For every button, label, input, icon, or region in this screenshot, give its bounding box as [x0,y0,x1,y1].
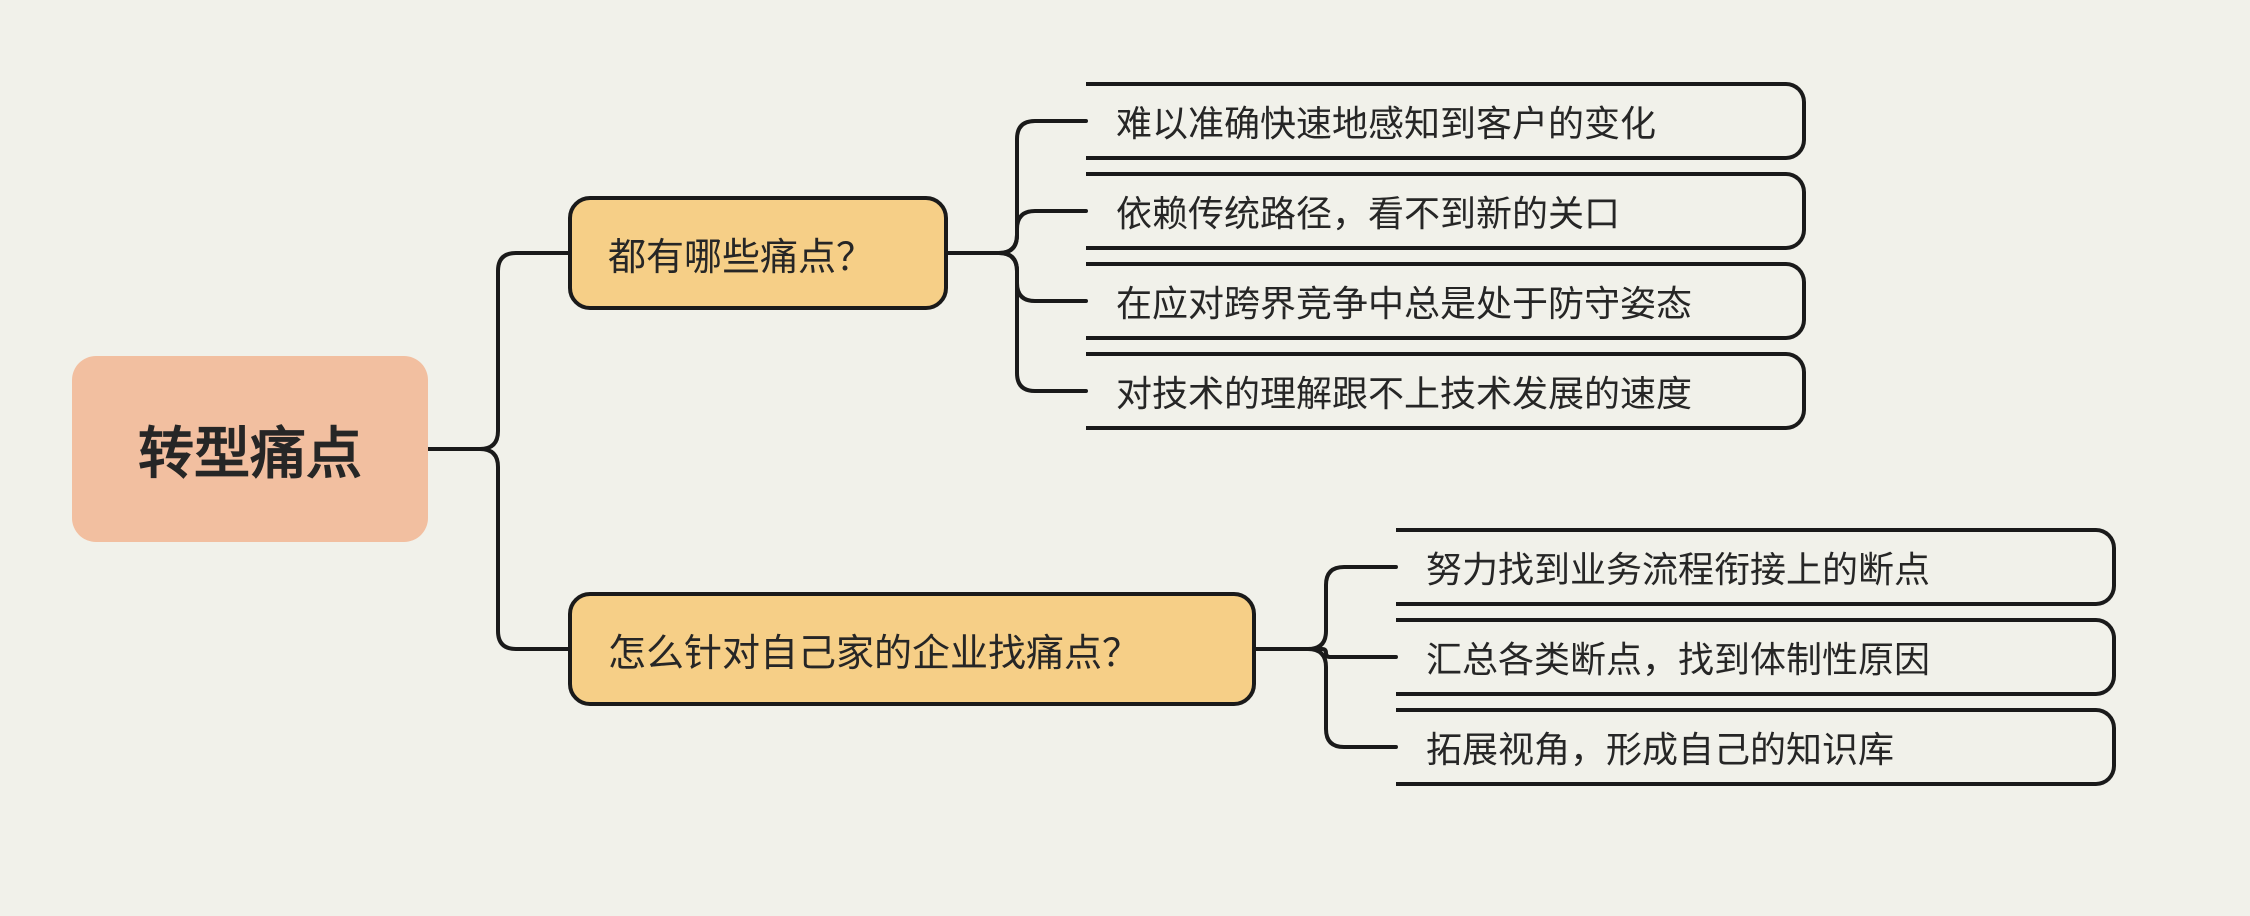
branch-node-0: 都有哪些痛点？ [568,196,948,310]
branch-node-0-label: 都有哪些痛点？ [608,226,874,281]
leaf-node-0-2-label: 在应对跨界竞争中总是处于防守姿态 [1116,275,1692,327]
leaf-node-1-1-label: 汇总各类断点，找到体制性原因 [1426,631,1930,683]
branch-node-1-label: 怎么针对自己家的企业找痛点？ [608,622,1140,677]
leaf-node-0-0: 难以准确快速地感知到客户的变化 [1086,82,1806,160]
leaf-node-0-1-label: 依赖传统路径，看不到新的关口 [1116,185,1620,237]
mindmap-canvas: 转型痛点 都有哪些痛点？ 难以准确快速地感知到客户的变化依赖传统路径，看不到新的关口… [0,0,2250,916]
leaf-node-1-1: 汇总各类断点，找到体制性原因 [1396,618,2116,696]
root-node-label: 转型痛点 [138,409,362,490]
leaf-node-0-0-label: 难以准确快速地感知到客户的变化 [1116,95,1656,147]
leaf-node-0-3-label: 对技术的理解跟不上技术发展的速度 [1116,365,1692,417]
leaf-node-1-0: 努力找到业务流程衔接上的断点 [1396,528,2116,606]
leaf-node-0-3: 对技术的理解跟不上技术发展的速度 [1086,352,1806,430]
leaf-node-0-1: 依赖传统路径，看不到新的关口 [1086,172,1806,250]
leaf-node-1-2-label: 拓展视角，形成自己的知识库 [1426,721,1894,773]
root-node: 转型痛点 [72,356,428,542]
branch-node-1: 怎么针对自己家的企业找痛点？ [568,592,1256,706]
leaf-node-1-0-label: 努力找到业务流程衔接上的断点 [1426,541,1930,593]
leaf-node-1-2: 拓展视角，形成自己的知识库 [1396,708,2116,786]
leaf-node-0-2: 在应对跨界竞争中总是处于防守姿态 [1086,262,1806,340]
